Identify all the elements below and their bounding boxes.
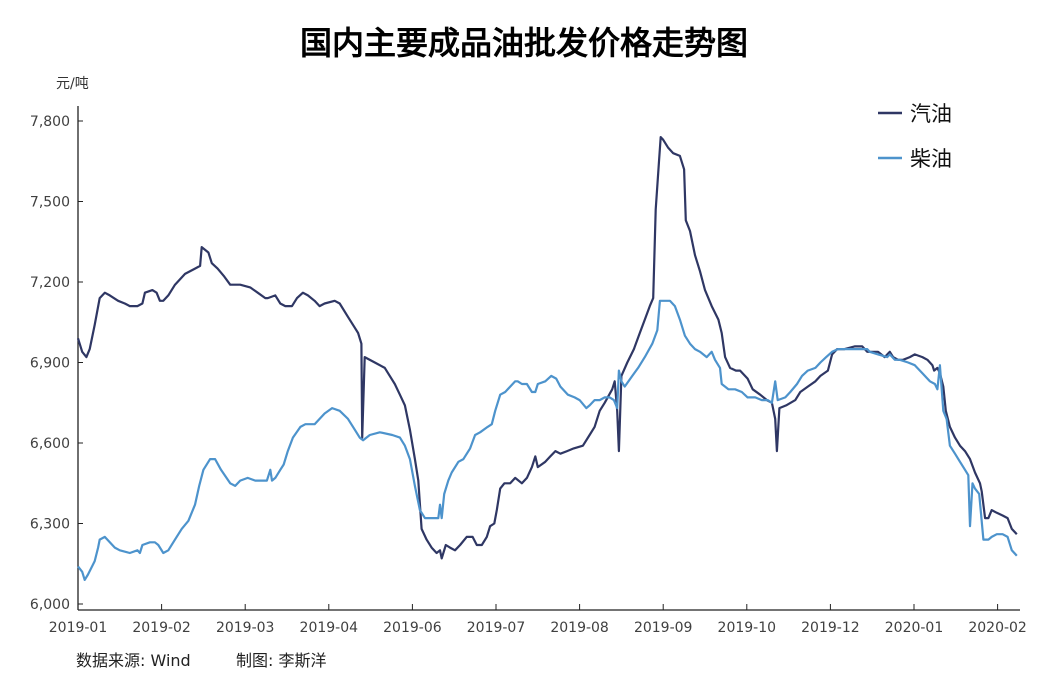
x-tick-label: 2019-10: [718, 620, 777, 636]
x-tick-label: 2019-04: [300, 620, 359, 636]
x-tick-label: 2019-09: [634, 620, 693, 636]
x-tick-label: 2020-01: [885, 620, 944, 636]
x-tick-label: 2020-02: [968, 620, 1027, 636]
x-tick-label: 2019-02: [132, 620, 191, 636]
series-line-diesel: [77, 299, 1018, 581]
x-tick-label: 2019-07: [467, 620, 526, 636]
y-ticks: 6,000 6,300 6,600 6,900 7,200 7,500 7,800: [30, 114, 83, 613]
y-tick-label: 7,200: [30, 275, 70, 291]
y-axis-unit-label: 元/吨: [56, 76, 89, 92]
series-line-gasoline: [76, 136, 1018, 560]
y-tick-label: 6,300: [30, 517, 70, 533]
y-tick-label: 6,900: [30, 356, 70, 372]
chart-title: 国内主要成品油批发价格走势图: [300, 24, 748, 62]
y-tick-label: 6,600: [30, 436, 70, 452]
x-tick-label: 2019-01: [49, 620, 108, 636]
x-tick-label: 2019-06: [383, 620, 442, 636]
footer-author: 制图: 李斯洋: [236, 651, 326, 670]
x-ticks: 2019-01 2019-02 2019-03 2019-04 2019-06 2019-…: [49, 604, 1027, 636]
y-tick-label: 6,000: [30, 597, 70, 613]
x-tick-label: 2019-08: [550, 620, 609, 636]
series-lines: [76, 136, 1018, 581]
x-tick-label: 2019-12: [801, 620, 860, 636]
x-tick-label: 2019-03: [216, 620, 275, 636]
y-tick-label: 7,500: [30, 195, 70, 211]
footer-source: 数据来源: Wind: [76, 651, 191, 670]
legend-label: 汽油: [910, 102, 952, 126]
y-tick-label: 7,800: [30, 114, 70, 130]
legend-label: 柴油: [910, 147, 952, 171]
